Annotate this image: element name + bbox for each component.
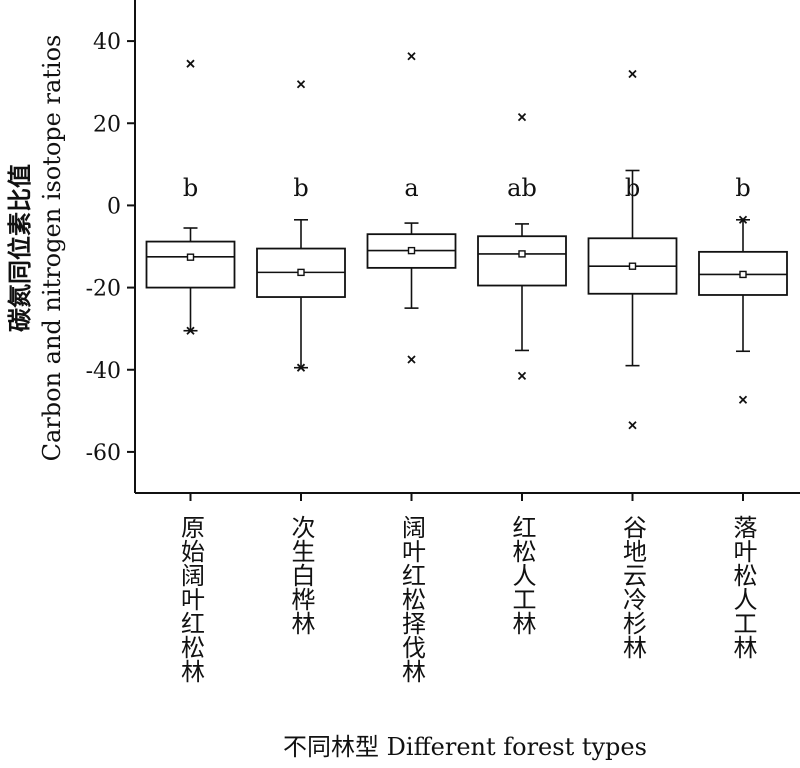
outlier-stroke bbox=[628, 421, 637, 430]
outlier-stroke bbox=[628, 69, 637, 79]
outlier-marker bbox=[628, 421, 637, 430]
mean-marker bbox=[297, 268, 305, 277]
x-tick-label: 阔叶红松择伐林 bbox=[398, 515, 426, 683]
box-group: a bbox=[366, 52, 457, 364]
y-tick-label: -60 bbox=[86, 441, 121, 466]
outlier-marker bbox=[738, 395, 748, 404]
x-tick-label: 次生白桦林 bbox=[287, 515, 315, 635]
x-tick-label: 谷地云冷杉林 bbox=[619, 515, 647, 659]
outlier-marker bbox=[407, 52, 416, 61]
outlier-stroke bbox=[296, 363, 306, 372]
box-group: b bbox=[698, 174, 788, 404]
outlier-stroke bbox=[186, 59, 195, 68]
y-tick-label: -20 bbox=[86, 277, 121, 302]
mean-marker bbox=[518, 250, 526, 258]
mean-marker bbox=[407, 246, 416, 255]
chart-marks: b b a ab b b bbox=[145, 52, 788, 430]
outlier-stroke bbox=[738, 215, 748, 224]
significance-label: b bbox=[625, 174, 640, 202]
outlier-marker bbox=[407, 355, 416, 364]
outlier-stroke bbox=[517, 112, 527, 122]
x-tick-label: 落叶松人工林 bbox=[729, 515, 757, 659]
y-tick-label: 20 bbox=[93, 112, 121, 137]
y-tick-label: 40 bbox=[93, 30, 121, 55]
outlier-marker bbox=[517, 371, 527, 381]
y-tick-label: -40 bbox=[86, 359, 121, 384]
outlier-marker bbox=[296, 80, 306, 89]
box-group: b bbox=[145, 59, 236, 335]
y-axis-title-cn: 碳氮同位素比值 bbox=[5, 164, 34, 332]
outlier-stroke bbox=[517, 371, 527, 381]
y-tick-label: 0 bbox=[107, 194, 121, 219]
iqr-box bbox=[698, 250, 788, 296]
outlier-stroke bbox=[407, 355, 416, 364]
mean-marker bbox=[186, 253, 195, 261]
significance-label: a bbox=[404, 174, 418, 202]
outlier-marker bbox=[628, 69, 637, 79]
outlier-marker bbox=[517, 112, 527, 122]
significance-label: ab bbox=[507, 174, 537, 202]
iqr-box bbox=[477, 235, 567, 287]
box-group: b bbox=[587, 69, 678, 430]
outlier-stroke bbox=[738, 395, 748, 404]
mean-marker bbox=[739, 270, 747, 279]
significance-label: b bbox=[735, 174, 750, 202]
outlier-marker bbox=[186, 59, 195, 68]
significance-label: b bbox=[293, 174, 308, 202]
mean-marker bbox=[628, 262, 637, 270]
outlier-marker bbox=[186, 326, 195, 335]
outlier-marker bbox=[738, 215, 748, 224]
x-axis-title: 不同林型 Different forest types bbox=[283, 733, 647, 761]
y-axis-title-en: Carbon and nitrogen isotope ratios bbox=[38, 35, 66, 462]
outlier-marker bbox=[296, 363, 306, 372]
box-group: ab bbox=[477, 112, 567, 381]
box-group: b bbox=[256, 80, 346, 372]
axes: 40 20 0 -20 -40 -60 原始阔叶红松林 次生白桦林 阔叶红松择伐林 红松人工林 谷地… bbox=[86, 0, 800, 683]
outlier-stroke bbox=[407, 52, 416, 61]
outlier-stroke bbox=[186, 326, 195, 335]
x-tick-label: 原始阔叶红松林 bbox=[177, 515, 205, 683]
iqr-box bbox=[145, 240, 236, 289]
outlier-stroke bbox=[296, 80, 306, 89]
significance-label: b bbox=[183, 174, 198, 202]
x-tick-label: 红松人工林 bbox=[508, 515, 536, 635]
